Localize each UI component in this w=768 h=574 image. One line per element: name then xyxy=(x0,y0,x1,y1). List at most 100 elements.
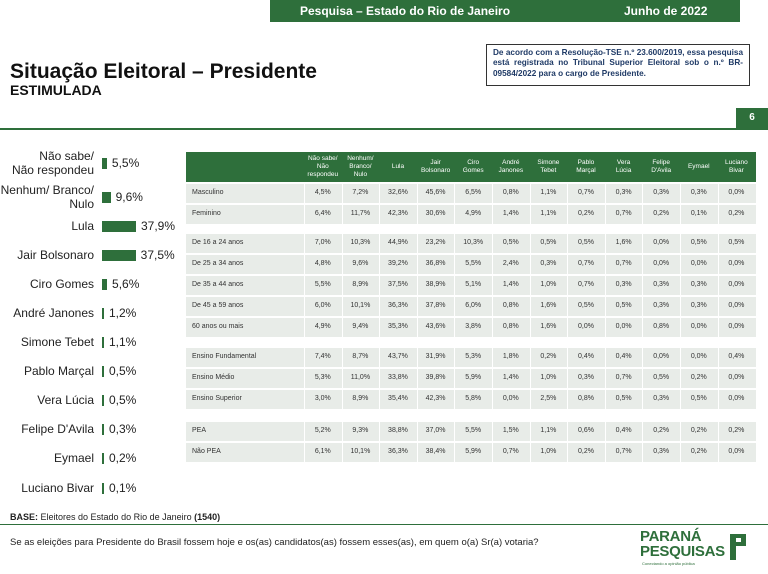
column-divider xyxy=(304,422,305,441)
table-cell: 0,3% xyxy=(653,395,670,402)
table-cell: 42,3% xyxy=(388,210,408,217)
column-header-line: Pablo xyxy=(577,159,595,166)
table-cell: 0,3% xyxy=(690,189,707,196)
column-header-line: respondeu xyxy=(307,171,339,178)
column-divider xyxy=(379,234,381,253)
table-cell: 0,8% xyxy=(502,323,519,330)
column-divider xyxy=(304,234,305,253)
column-divider xyxy=(341,369,343,388)
table-cell: 0,5% xyxy=(653,374,670,381)
parana-pesquisas-logo: PARANÁ PESQUISAS Conectando a opinião pú… xyxy=(640,528,750,568)
chart-value-label: 37,9% xyxy=(141,219,176,233)
column-divider xyxy=(567,184,569,203)
table-cell: 1,0% xyxy=(540,448,557,455)
column-divider xyxy=(604,184,606,203)
column-header-line: Ciro xyxy=(467,159,480,166)
table-row: De 16 a 24 anos 7,0% 10,3% 44,9% 23,2% 10,3% 0… xyxy=(186,234,756,253)
column-divider xyxy=(379,422,381,441)
column-divider xyxy=(717,234,719,253)
row-label: Ensino Fundamental xyxy=(192,353,257,360)
column-divider xyxy=(304,318,305,337)
table-cell: 10,3% xyxy=(463,239,484,246)
chart-category-label: Jair Bolsonaro xyxy=(17,248,94,262)
column-divider xyxy=(717,390,719,409)
table-cell: 42,3% xyxy=(425,395,446,402)
column-header-line: Tebet xyxy=(540,167,557,174)
table-cell: 2,4% xyxy=(502,260,519,267)
table-cell: 0,0% xyxy=(728,323,745,330)
column-divider xyxy=(717,276,719,295)
table-cell: 6,4% xyxy=(314,210,331,217)
row-label: Ensino Superior xyxy=(192,395,242,402)
column-divider xyxy=(642,390,644,409)
row-label: PEA xyxy=(192,427,207,434)
column-header-line: Branco/ xyxy=(349,163,372,170)
table-row: De 25 a 34 anos 4,8% 9,6% 39,2% 36,8% 5,5% 2,4… xyxy=(186,255,756,274)
table-cell: 8,7% xyxy=(352,353,369,360)
table-cell: 30,6% xyxy=(425,210,446,217)
column-divider xyxy=(567,205,569,224)
table-cell: 0,5% xyxy=(578,239,594,246)
column-header-line: D'Avila xyxy=(651,167,672,174)
column-divider xyxy=(492,297,493,316)
column-header-line: Não xyxy=(316,163,329,170)
chart-category-label-line: Nulo xyxy=(69,197,94,211)
table-cell: 0,8% xyxy=(502,302,519,309)
table-cell: 0,0% xyxy=(690,353,707,360)
chart-value-label: 1,1% xyxy=(109,335,137,349)
table-cell: 2,5% xyxy=(540,395,557,402)
table-cell: 0,4% xyxy=(728,353,745,360)
column-divider xyxy=(379,184,381,203)
table-cell: 0,5% xyxy=(690,239,707,246)
column-divider xyxy=(680,297,681,316)
table-cell: 0,3% xyxy=(690,302,707,309)
chart-value-label: 1,2% xyxy=(109,306,137,320)
table-cell: 5,8% xyxy=(465,395,482,402)
column-header-line: Lúcia xyxy=(615,167,632,174)
column-divider xyxy=(717,443,719,462)
chart-category-label: Ciro Gomes xyxy=(30,277,94,291)
logo-line-1: PARANÁ xyxy=(640,528,702,545)
column-divider xyxy=(529,297,531,316)
chart-category-label-line: André Janones xyxy=(13,306,94,320)
table-cell: 23,2% xyxy=(425,239,446,246)
table-cell: 0,6% xyxy=(578,427,594,434)
table-cell: 0,7% xyxy=(615,210,632,217)
column-divider xyxy=(416,369,418,388)
column-divider xyxy=(529,443,531,462)
table-cell: 36,3% xyxy=(388,448,408,455)
table-cell: 5,5% xyxy=(465,427,482,434)
table-cell: 0,5% xyxy=(615,302,632,309)
table-cell: 0,0% xyxy=(653,353,670,360)
column-divider xyxy=(341,276,343,295)
table-cell: 0,4% xyxy=(578,353,594,360)
column-divider xyxy=(680,255,681,274)
table-cell: 32,6% xyxy=(388,189,408,196)
column-divider xyxy=(379,255,381,274)
chart-category-label-line: Luciano Bivar xyxy=(21,481,94,495)
column-header-line: Vera xyxy=(616,159,631,166)
table-cell: 36,3% xyxy=(388,302,408,309)
table-cell: 0,5% xyxy=(690,395,707,402)
table-cell: 5,5% xyxy=(465,260,482,267)
column-header-line: Simone xyxy=(537,159,560,166)
column-divider xyxy=(416,234,418,253)
column-header-line: Bivar xyxy=(728,167,744,174)
table-cell: 1,6% xyxy=(615,239,632,246)
row-label: De 25 a 34 anos xyxy=(192,260,244,267)
column-divider xyxy=(529,205,531,224)
table-cell: 5,1% xyxy=(465,281,482,288)
table-cell: 1,1% xyxy=(540,189,557,196)
column-divider xyxy=(529,318,531,337)
column-divider xyxy=(341,297,343,316)
column-divider xyxy=(717,348,719,367)
column-divider xyxy=(341,390,343,409)
column-divider xyxy=(604,234,606,253)
table-cell: 43,6% xyxy=(425,323,446,330)
base-count: (1540) xyxy=(194,512,221,522)
table-cell: 9,4% xyxy=(352,323,369,330)
column-divider xyxy=(492,276,493,295)
logo-mark-icon xyxy=(730,534,746,560)
table-row: Ensino Superior 3,0% 8,9% 35,4% 42,3% 5,8% 0,0… xyxy=(186,390,756,409)
column-divider xyxy=(304,443,305,462)
